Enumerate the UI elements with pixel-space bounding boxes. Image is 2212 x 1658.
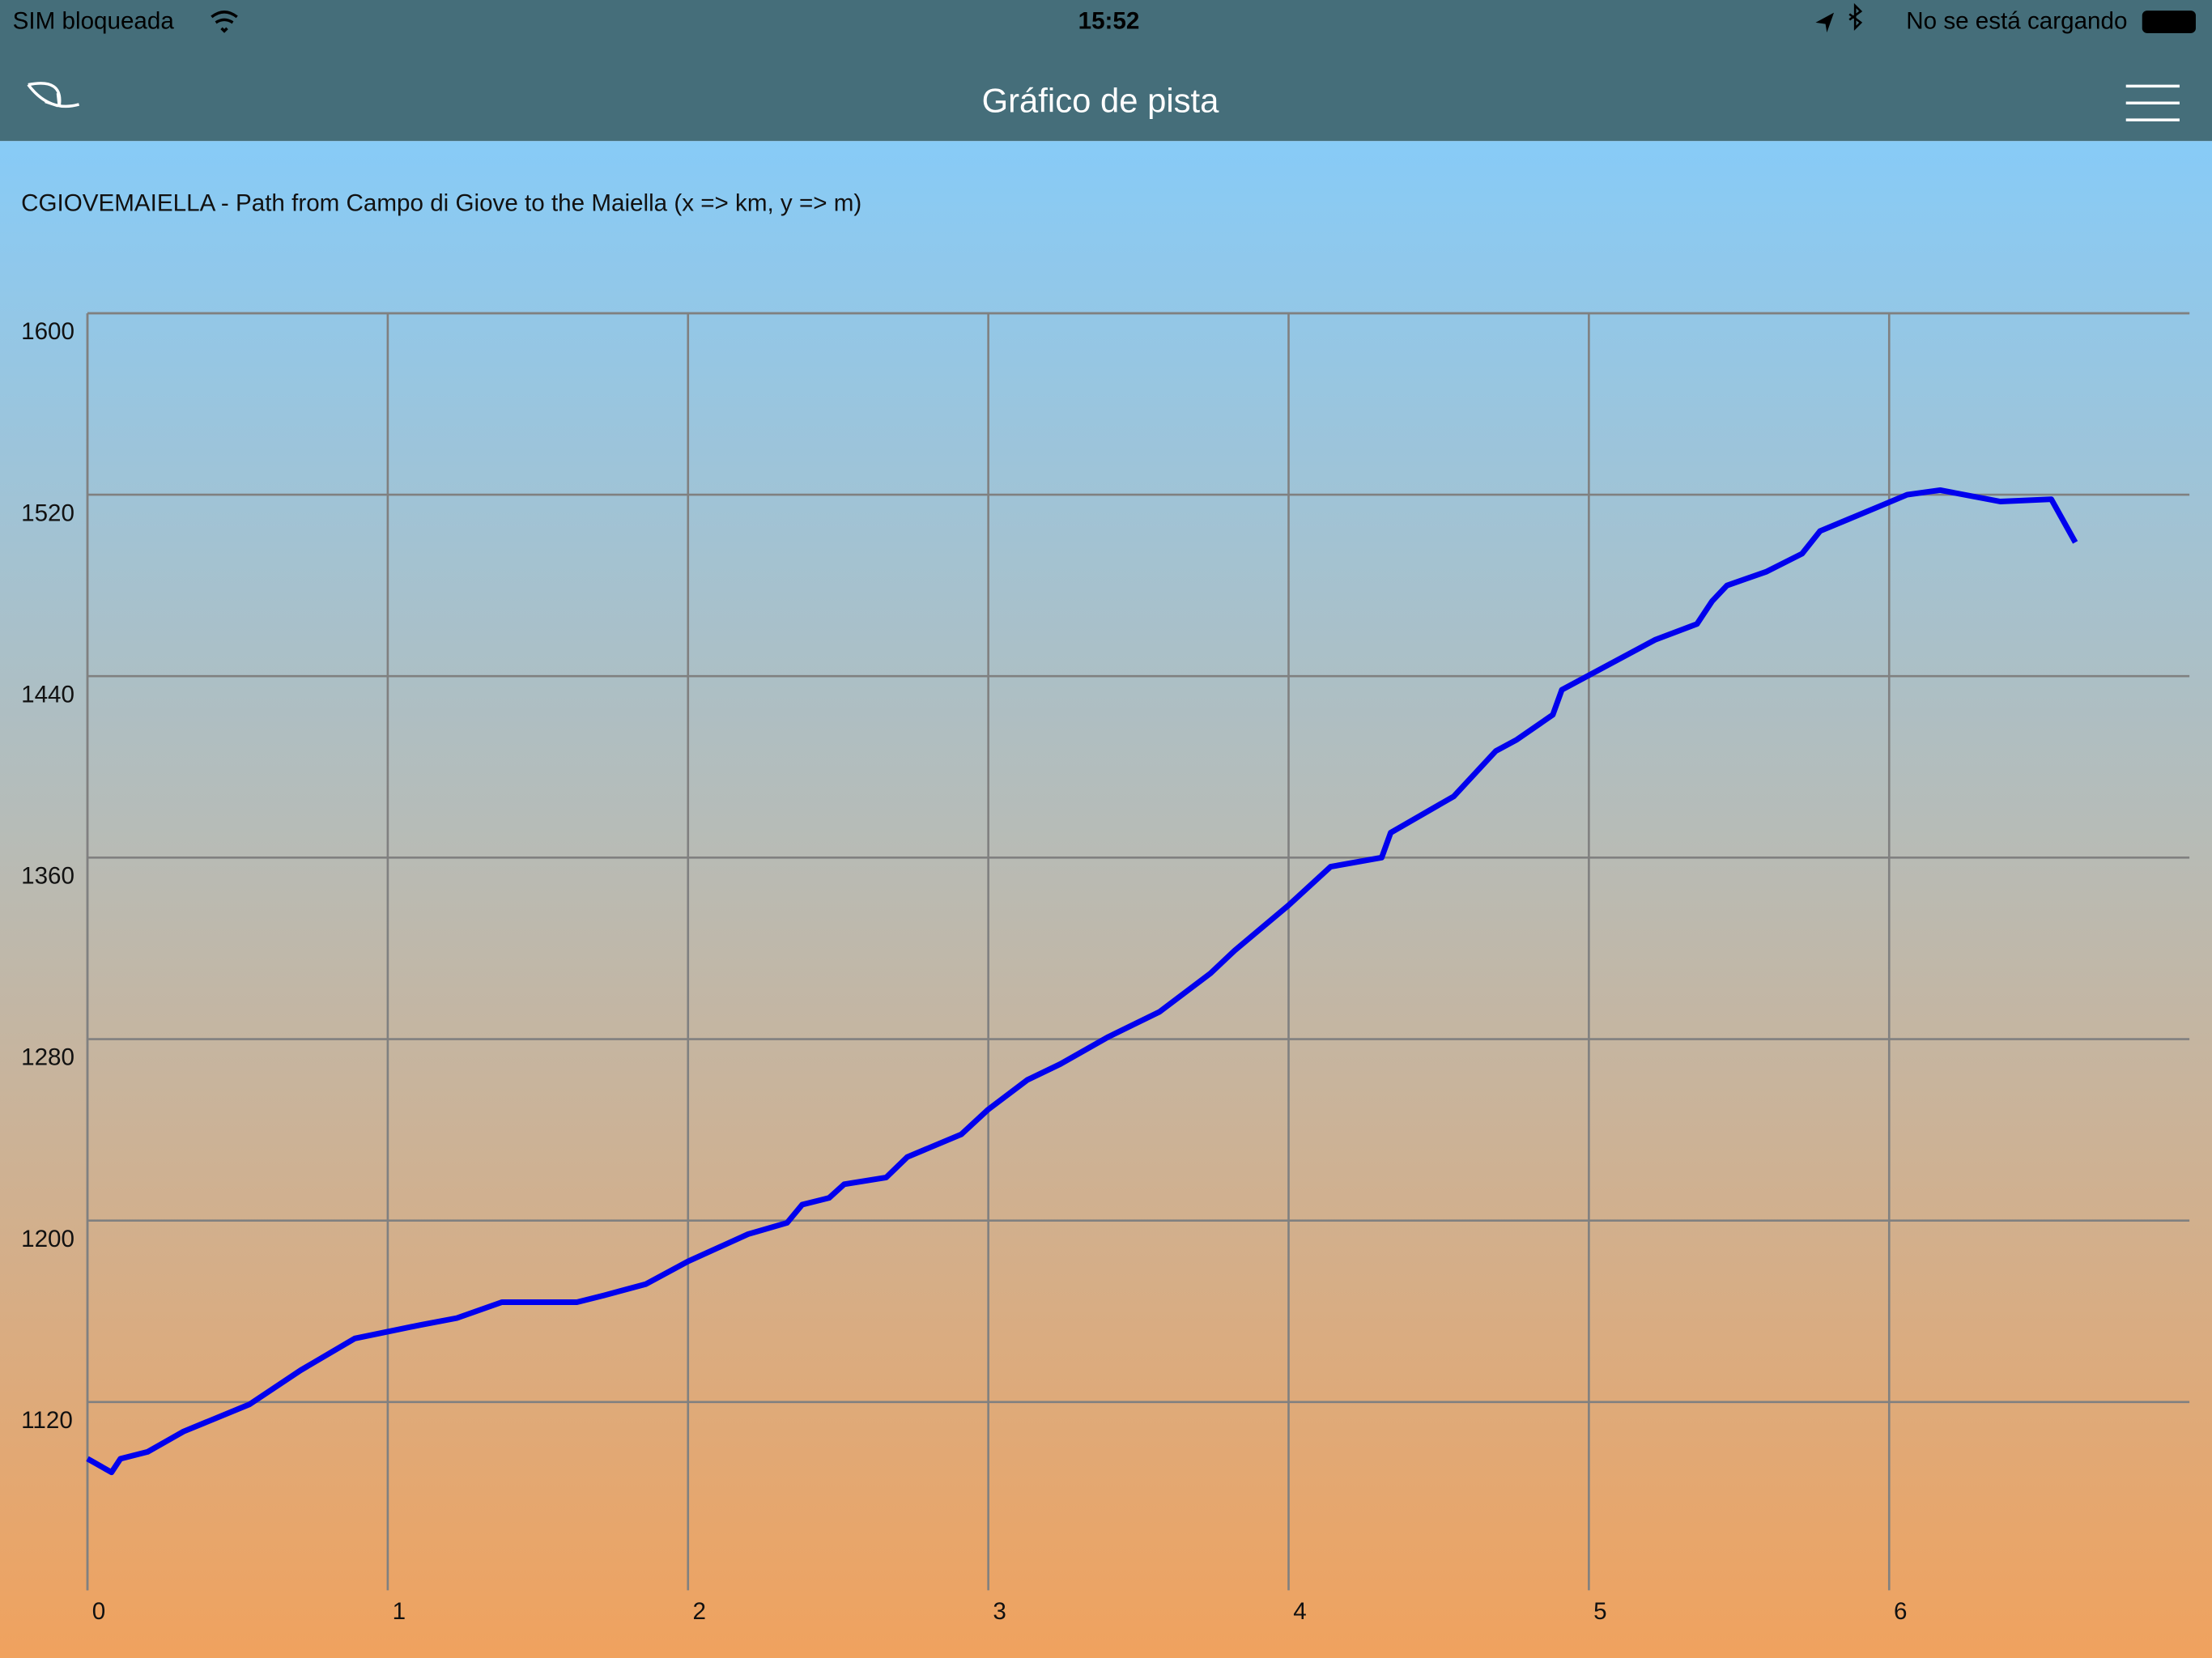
clock: 15:52 [1078,8,1140,35]
x-tick-label: 3 [993,1598,1006,1625]
y-tick-label: 1200 [21,1226,74,1252]
location-icon [1815,12,1835,33]
top-bar [0,0,2212,142]
chart-title: CGIOVEMAIELLA - Path from Campo di Giove… [21,190,861,217]
x-tick-label: 1 [393,1598,406,1625]
wifi-icon [211,11,238,33]
share-button[interactable] [27,82,80,108]
battery-status: No se está cargando [1906,8,2127,35]
y-tick-label: 1120 [21,1407,73,1434]
y-tick-label: 1600 [21,318,74,345]
y-tick-label: 1440 [21,681,74,708]
y-tick-label: 1520 [21,500,74,526]
x-tick-label: 2 [692,1598,705,1625]
chart-background [0,141,2212,1658]
menu-button[interactable] [2125,84,2180,121]
y-tick-label: 1360 [21,863,74,890]
profile-line [86,487,2078,1476]
y-tick-label: 1280 [21,1044,74,1071]
x-tick-label: 6 [1894,1598,1907,1625]
x-tick-label: 0 [92,1598,105,1625]
x-tick-label: 4 [1293,1598,1306,1625]
battery-icon [2142,11,2196,33]
bluetooth-icon [1848,2,1863,32]
nav-title: Gráfico de pista [982,81,1220,119]
carrier: SIM bloqueada [13,8,175,35]
x-tick-label: 5 [1593,1598,1606,1625]
